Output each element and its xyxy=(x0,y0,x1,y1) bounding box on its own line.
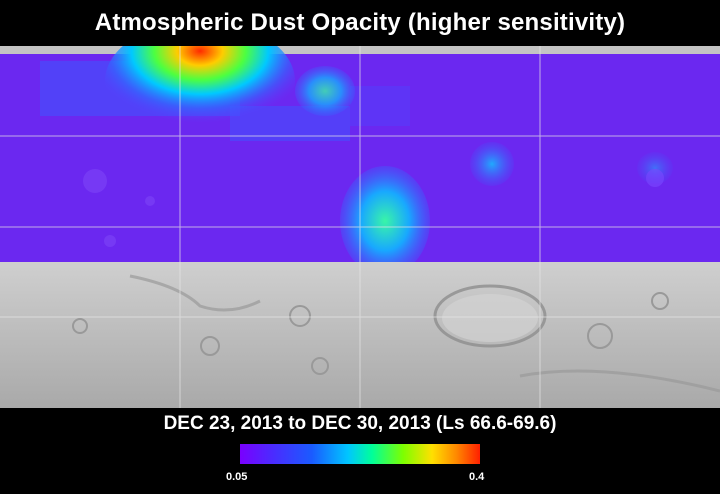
dust-opacity-map xyxy=(0,46,720,408)
dust-hotspot-north xyxy=(105,46,295,141)
map-canvas xyxy=(0,46,720,408)
opacity-colorbar xyxy=(240,444,480,464)
map-graticule xyxy=(0,46,720,408)
colorbar-max-label: 0.4 xyxy=(469,471,485,483)
date-range-caption: DEC 23, 2013 to DEC 30, 2013 (Ls 66.6-69… xyxy=(163,413,557,434)
dust-hotspot-equatorial xyxy=(340,166,430,276)
colorbar-min-label: 0.05 xyxy=(226,471,248,483)
map-title: Atmospheric Dust Opacity (higher sensiti… xyxy=(94,9,626,36)
